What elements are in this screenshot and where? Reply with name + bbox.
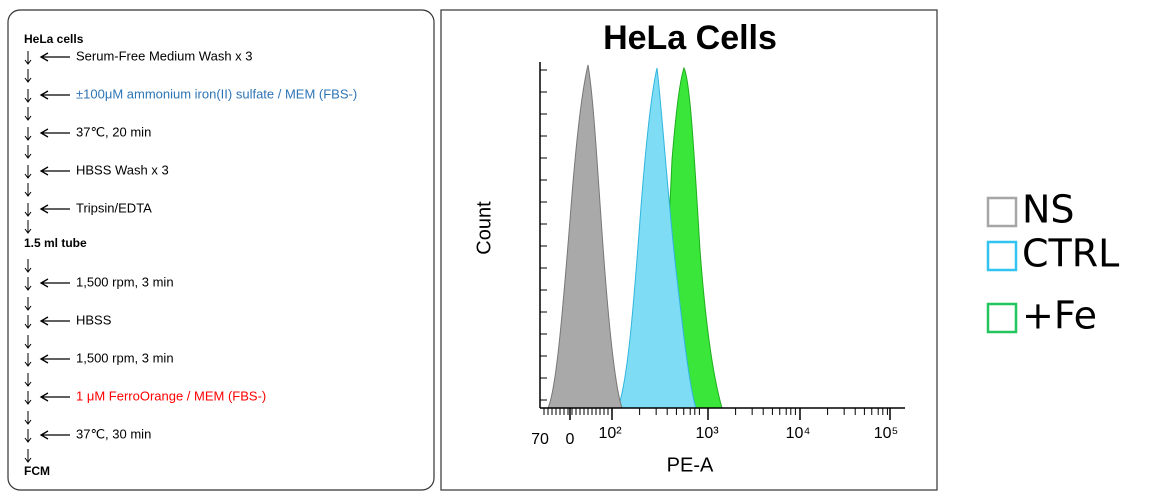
x-tick-label: 10²	[598, 425, 622, 442]
x-axis-label: PE-A	[667, 454, 714, 476]
side-arrow	[39, 128, 70, 138]
down-arrow	[24, 89, 32, 103]
histogram: 70 0 10² 10³ 10⁴ 10⁵ HeLa Cells Count PE-A	[473, 19, 905, 476]
down-arrow	[24, 69, 32, 83]
side-arrow	[39, 354, 70, 364]
y-axis-label: Count	[473, 201, 495, 255]
legend-label: NS	[1022, 188, 1075, 232]
down-arrow	[24, 145, 32, 159]
down-arrow	[24, 391, 32, 405]
protocol-step: 37℃, 30 min	[76, 426, 151, 441]
x-tick-label: 0	[566, 431, 575, 448]
x-tick-label: 10⁵	[874, 425, 898, 442]
protocol-end: FCM	[24, 464, 50, 478]
side-arrow	[39, 204, 70, 214]
legend-swatch	[986, 240, 1018, 272]
down-arrow	[24, 183, 32, 197]
down-arrow	[24, 277, 32, 291]
protocol-step: 1 μM FerroOrange / MEM (FBS-)	[76, 388, 266, 403]
down-arrow	[24, 373, 32, 387]
side-arrow	[39, 392, 70, 402]
side-arrow	[39, 52, 70, 62]
down-arrow	[24, 259, 32, 273]
protocol-step: 37℃, 20 min	[76, 124, 151, 139]
side-arrow	[39, 90, 70, 100]
protocol-step: Serum-Free Medium Wash x 3	[76, 48, 253, 63]
down-arrow	[24, 429, 32, 443]
x-tick-label: 70	[531, 431, 549, 448]
side-arrow	[39, 430, 70, 440]
protocol-step: 1,500 rpm, 3 min	[76, 350, 174, 365]
side-arrow	[39, 316, 70, 326]
protocol-step: HBSS	[76, 312, 112, 327]
protocol-step: HBSS Wash x 3	[76, 162, 169, 177]
protocol-step: Tripsin/EDTA	[76, 200, 152, 215]
legend-swatch	[986, 302, 1018, 334]
chart-title: HeLa Cells	[603, 19, 777, 57]
protocol: HeLa cells Serum-Free Medium Wash x 3 ±100…	[24, 32, 357, 478]
ns-peak	[547, 64, 623, 409]
ctrl-peak	[617, 67, 697, 409]
legend-label: CTRL	[1022, 232, 1119, 276]
protocol-box	[7, 9, 435, 491]
down-arrow	[24, 203, 32, 217]
protocol-step: ±100μM ammonium iron(II) sulfate / MEM (…	[76, 86, 357, 101]
down-arrow	[24, 335, 32, 349]
legend-swatch	[986, 196, 1018, 228]
down-arrow	[24, 127, 32, 141]
protocol-step: 1,500 rpm, 3 min	[76, 274, 174, 289]
side-arrow	[39, 166, 70, 176]
axis-ticks: 70 0 10² 10³ 10⁴ 10⁵	[531, 69, 898, 448]
down-arrow	[24, 449, 32, 463]
x-tick-label: 10³	[695, 425, 719, 442]
protocol-start: HeLa cells	[24, 32, 84, 46]
down-arrow	[24, 411, 32, 425]
down-arrow	[24, 315, 32, 329]
down-arrow	[24, 353, 32, 367]
protocol-middle: 1.5 ml tube	[24, 236, 87, 250]
down-arrow	[24, 107, 32, 121]
down-arrow	[24, 297, 32, 311]
down-arrow	[24, 220, 32, 234]
down-arrow	[24, 51, 32, 65]
down-arrow	[24, 165, 32, 179]
legend-label: +Fe	[1022, 294, 1097, 338]
side-arrow	[39, 278, 70, 288]
x-tick-label: 10⁴	[786, 425, 811, 442]
